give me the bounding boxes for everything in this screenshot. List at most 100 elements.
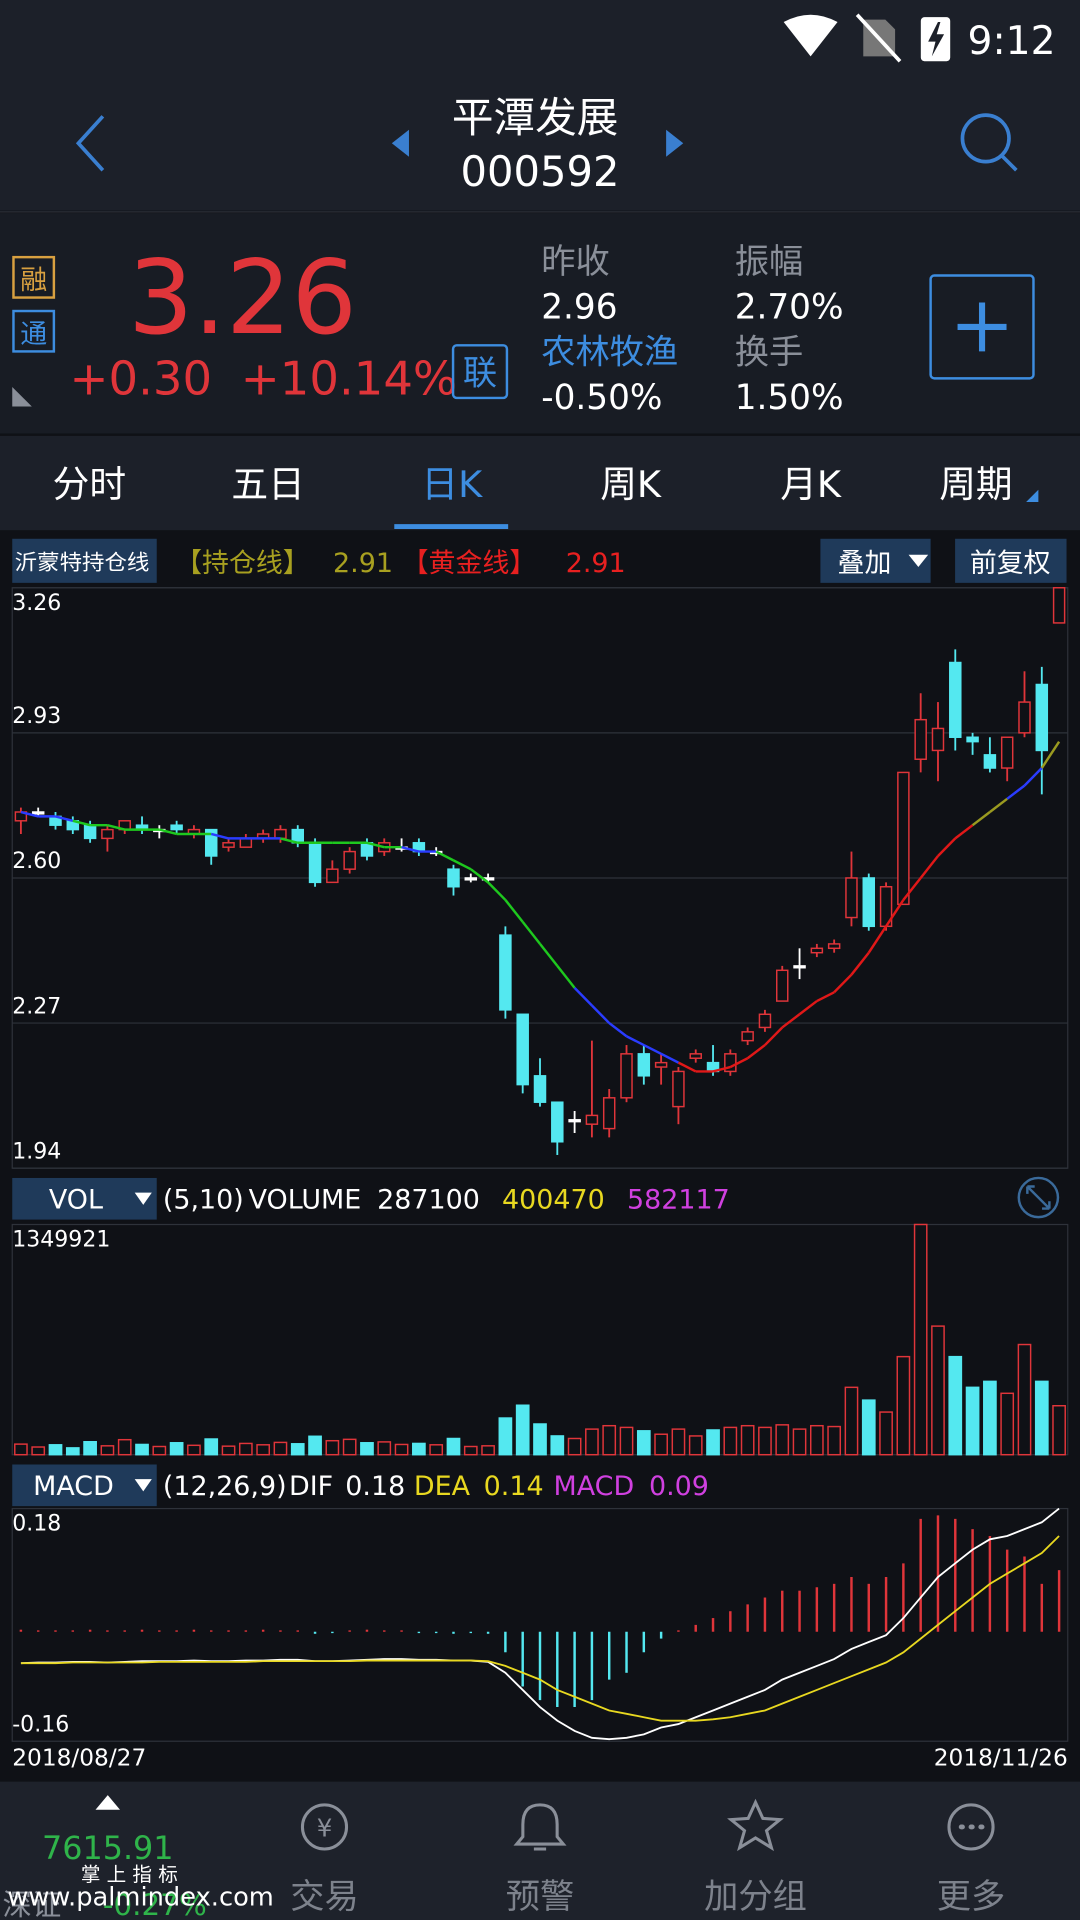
nav-item[interactable]: 加分组 [704, 1877, 807, 1917]
macd-name: MACD [33, 1471, 114, 1502]
overlay-button[interactable] [820, 538, 931, 583]
y-tick-label: -0.16 [12, 1712, 69, 1737]
indicator-line [55, 815, 74, 822]
indicator-line [850, 951, 870, 976]
search-circle [960, 113, 1011, 164]
y-tick-label: 0.18 [12, 1512, 61, 1537]
indicator-box[interactable] [12, 538, 157, 583]
legend-name: 【持仓线】 [175, 548, 310, 579]
indicator-params: (5,10) [163, 1185, 244, 1216]
indicator-line [816, 991, 835, 1003]
legend-name: MACD [553, 1471, 634, 1502]
sim-cross [855, 13, 902, 63]
tab[interactable]: 月K [780, 463, 842, 506]
indicator-line [487, 881, 507, 901]
index-arrow[interactable] [95, 1795, 120, 1810]
tabs: 分时 五日 日K 周K 月K 周期 [53, 463, 1013, 506]
stat-label: 换手 [735, 333, 804, 373]
candle-body [326, 868, 339, 884]
volume-bar [706, 1429, 720, 1456]
candle-body [170, 824, 183, 831]
legend-value: 0.18 [345, 1471, 405, 1502]
macd-box[interactable] [12, 1464, 157, 1507]
add-button[interactable] [929, 274, 1035, 380]
candle-body [585, 1114, 599, 1125]
volume-bar [498, 1417, 513, 1456]
volume-bar [325, 1439, 340, 1456]
candle-body [914, 718, 927, 760]
indicator-line [867, 925, 888, 954]
volume-bar [152, 1445, 167, 1456]
volume-bar [723, 1426, 738, 1456]
volume-bar [429, 1444, 444, 1456]
tab[interactable]: 周期 [939, 463, 1012, 506]
indicator-line [712, 1065, 731, 1073]
indicator-line [435, 850, 455, 862]
y-tick-label: 2.27 [12, 994, 61, 1019]
y-tick-label: 2.93 [12, 704, 61, 729]
expand-icon [1026, 1185, 1051, 1210]
adjust-button[interactable] [955, 538, 1067, 583]
prev-stock[interactable] [391, 129, 409, 157]
stat-value: 2.96 [541, 287, 617, 327]
nav-item[interactable]: 交易 [290, 1877, 359, 1917]
volume-bar [550, 1435, 565, 1456]
badge-box [12, 255, 56, 299]
candle-body [274, 828, 287, 840]
badge: 通 [20, 319, 47, 350]
nav-item[interactable]: 预警 [506, 1877, 575, 1917]
y-tick-label: 2.60 [12, 849, 61, 874]
vol-box[interactable] [12, 1177, 157, 1220]
indicator-line [729, 1057, 749, 1069]
tab[interactable]: 日K [421, 463, 483, 506]
indicator-params: (12,26,9) [163, 1471, 287, 1502]
candle-body [343, 850, 356, 870]
volume-bar [463, 1445, 478, 1456]
link-box[interactable] [451, 344, 509, 400]
vol-name: VOL [49, 1185, 103, 1216]
back-button[interactable] [75, 115, 105, 172]
expand-button[interactable] [1017, 1176, 1060, 1219]
candle-body [810, 947, 824, 954]
candle-body [533, 1075, 547, 1103]
tab[interactable]: 周K [600, 463, 662, 506]
macd-panel [11, 1507, 1069, 1742]
nav-item[interactable]: 更多 [937, 1877, 1006, 1917]
volume-bar [758, 1426, 772, 1456]
volume-bar [896, 1355, 911, 1456]
sector-label[interactable]: 农林牧渔 [541, 333, 678, 373]
legend-value: 2.91 [333, 548, 393, 579]
volume-bar [117, 1438, 132, 1456]
indicator-line [643, 1043, 662, 1055]
tab[interactable]: 五日 [231, 463, 304, 506]
candle-body [83, 824, 97, 840]
indicator-line [556, 965, 576, 989]
volume-bar [636, 1430, 651, 1456]
dea-line [20, 1535, 1060, 1722]
indicator-line [1006, 784, 1026, 800]
candle-body [654, 1061, 668, 1068]
candle-body [741, 1031, 754, 1042]
badge-box [12, 309, 56, 353]
volume-bar [809, 1424, 824, 1456]
candle-body [776, 969, 789, 1002]
volume-bar [775, 1424, 790, 1456]
indicator-line [210, 832, 229, 840]
indicator-line [159, 828, 177, 836]
volume-bar [1034, 1380, 1049, 1456]
tab[interactable]: 分时 [53, 463, 126, 506]
indicator-line [401, 845, 420, 853]
legend-name: 【黄金线】 [402, 548, 537, 579]
volume-bar [585, 1428, 599, 1456]
volume-bar [965, 1386, 980, 1456]
volume-bar [654, 1433, 668, 1456]
volume-bar [1052, 1404, 1066, 1456]
volume-bar [394, 1443, 409, 1456]
search-button[interactable] [960, 113, 1018, 172]
next-stock[interactable] [666, 129, 684, 157]
dropdown-arrow [134, 1479, 152, 1492]
volume-bar [619, 1426, 634, 1456]
legend-value: 400470 [502, 1185, 605, 1216]
volume-bar [48, 1444, 63, 1456]
